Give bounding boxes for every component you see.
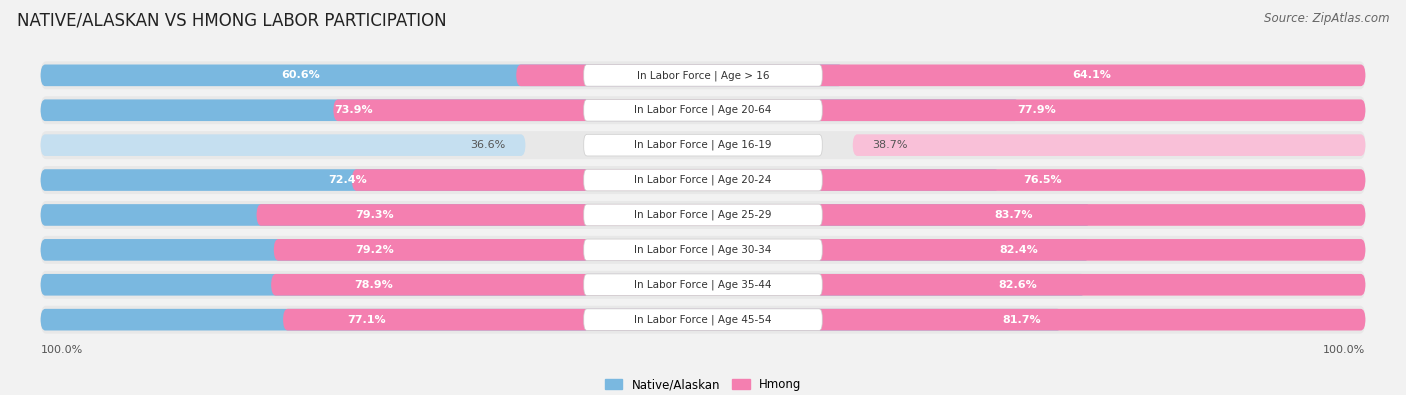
- Text: 78.9%: 78.9%: [354, 280, 392, 290]
- FancyBboxPatch shape: [583, 309, 823, 331]
- FancyBboxPatch shape: [333, 100, 1365, 121]
- FancyBboxPatch shape: [583, 169, 823, 191]
- Text: In Labor Force | Age 35-44: In Labor Force | Age 35-44: [634, 280, 772, 290]
- Text: In Labor Force | Age 16-19: In Labor Force | Age 16-19: [634, 140, 772, 150]
- Text: NATIVE/ALASKAN VS HMONG LABOR PARTICIPATION: NATIVE/ALASKAN VS HMONG LABOR PARTICIPAT…: [17, 12, 447, 30]
- Text: 100.0%: 100.0%: [1323, 345, 1365, 355]
- Text: 72.4%: 72.4%: [329, 175, 367, 185]
- Text: 64.1%: 64.1%: [1071, 70, 1111, 80]
- Text: In Labor Force | Age 20-24: In Labor Force | Age 20-24: [634, 175, 772, 185]
- Text: 82.6%: 82.6%: [998, 280, 1038, 290]
- FancyBboxPatch shape: [41, 61, 1365, 89]
- Text: 76.5%: 76.5%: [1022, 175, 1062, 185]
- FancyBboxPatch shape: [583, 204, 823, 226]
- FancyBboxPatch shape: [274, 239, 1365, 261]
- FancyBboxPatch shape: [41, 96, 1365, 124]
- Legend: Native/Alaskan, Hmong: Native/Alaskan, Hmong: [600, 373, 806, 395]
- Text: In Labor Force | Age > 16: In Labor Force | Age > 16: [637, 70, 769, 81]
- Text: 73.9%: 73.9%: [335, 105, 373, 115]
- Text: 79.2%: 79.2%: [356, 245, 394, 255]
- FancyBboxPatch shape: [583, 134, 823, 156]
- FancyBboxPatch shape: [352, 169, 1365, 191]
- FancyBboxPatch shape: [41, 274, 1085, 295]
- Text: In Labor Force | Age 20-64: In Labor Force | Age 20-64: [634, 105, 772, 115]
- FancyBboxPatch shape: [583, 64, 823, 86]
- Text: 82.4%: 82.4%: [1000, 245, 1038, 255]
- FancyBboxPatch shape: [852, 134, 1365, 156]
- FancyBboxPatch shape: [516, 64, 1365, 86]
- FancyBboxPatch shape: [41, 169, 1000, 191]
- FancyBboxPatch shape: [41, 309, 1062, 331]
- FancyBboxPatch shape: [41, 239, 1090, 261]
- FancyBboxPatch shape: [41, 64, 844, 86]
- FancyBboxPatch shape: [583, 100, 823, 121]
- Text: 83.7%: 83.7%: [994, 210, 1033, 220]
- FancyBboxPatch shape: [271, 274, 1365, 295]
- Text: In Labor Force | Age 30-34: In Labor Force | Age 30-34: [634, 245, 772, 255]
- Text: In Labor Force | Age 25-29: In Labor Force | Age 25-29: [634, 210, 772, 220]
- Text: 77.1%: 77.1%: [347, 315, 385, 325]
- Text: 79.3%: 79.3%: [356, 210, 394, 220]
- Text: 36.6%: 36.6%: [471, 140, 506, 150]
- Text: 60.6%: 60.6%: [281, 70, 321, 80]
- FancyBboxPatch shape: [41, 306, 1365, 334]
- FancyBboxPatch shape: [583, 239, 823, 261]
- FancyBboxPatch shape: [41, 134, 526, 156]
- Text: Source: ZipAtlas.com: Source: ZipAtlas.com: [1264, 12, 1389, 25]
- FancyBboxPatch shape: [41, 166, 1365, 194]
- FancyBboxPatch shape: [283, 309, 1365, 331]
- FancyBboxPatch shape: [41, 100, 1019, 121]
- Text: In Labor Force | Age 45-54: In Labor Force | Age 45-54: [634, 314, 772, 325]
- Text: 100.0%: 100.0%: [41, 345, 83, 355]
- Text: 38.7%: 38.7%: [873, 140, 908, 150]
- Text: 77.9%: 77.9%: [1017, 105, 1056, 115]
- FancyBboxPatch shape: [41, 204, 1091, 226]
- Text: 81.7%: 81.7%: [1002, 315, 1040, 325]
- FancyBboxPatch shape: [41, 131, 1365, 159]
- FancyBboxPatch shape: [583, 274, 823, 295]
- FancyBboxPatch shape: [256, 204, 1365, 226]
- FancyBboxPatch shape: [41, 271, 1365, 299]
- FancyBboxPatch shape: [41, 201, 1365, 229]
- FancyBboxPatch shape: [41, 236, 1365, 264]
